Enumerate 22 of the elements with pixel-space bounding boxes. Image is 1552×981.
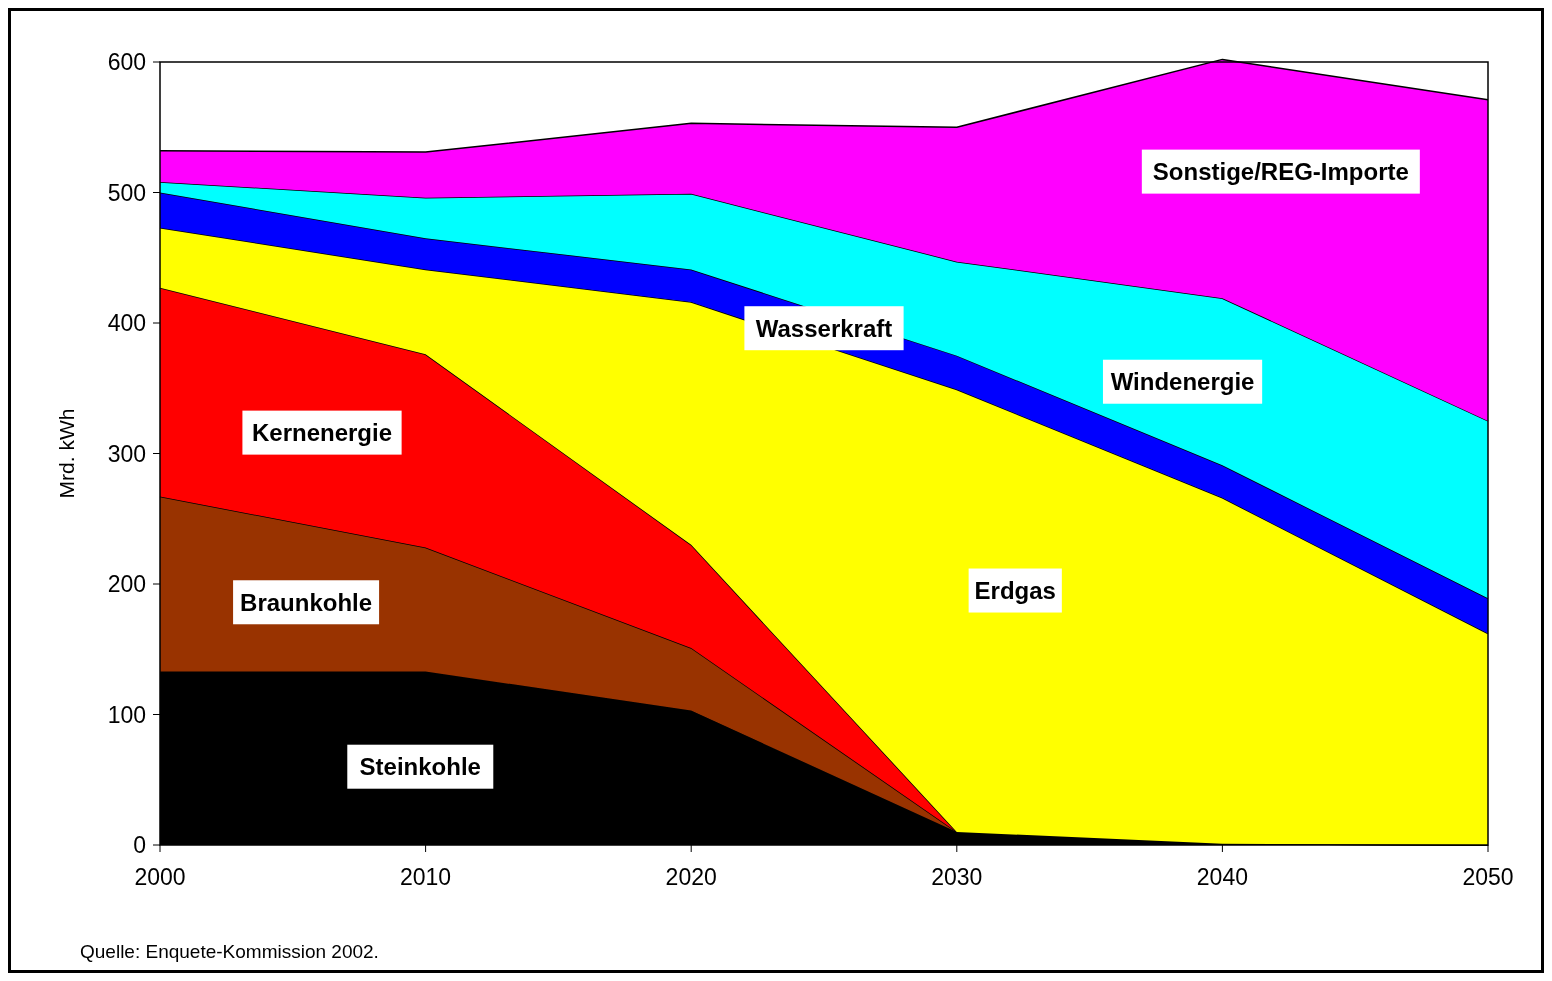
y-tick-label: 300 <box>107 440 146 467</box>
y-axis-title: Mrd. kWh <box>55 408 78 499</box>
series-label: Erdgas <box>974 577 1056 605</box>
y-tick-label: 200 <box>107 571 146 597</box>
x-tick-label: 2030 <box>931 864 983 890</box>
x-tick-label: 2010 <box>400 864 452 890</box>
series-label: Sonstige/REG-Importe <box>1152 158 1409 186</box>
series-label: Kernenergie <box>251 419 393 447</box>
series-label: Steinkohle <box>359 753 481 781</box>
source-note: Quelle: Enquete-Kommission 2002. <box>80 941 379 962</box>
y-tick-label: 400 <box>107 310 146 336</box>
x-tick-label: 2000 <box>134 864 186 890</box>
series-label: Wasserkraft <box>755 314 893 342</box>
series-label: Windenergie <box>1110 368 1255 396</box>
x-tick-label: 2020 <box>665 864 717 890</box>
y-tick-label: 600 <box>107 49 146 75</box>
y-tick-label: 500 <box>107 179 146 206</box>
y-tick-label: 100 <box>107 701 146 728</box>
x-tick-label: 2040 <box>1196 864 1248 890</box>
y-tick-label: 0 <box>133 832 146 858</box>
x-tick-label: 2050 <box>1462 864 1514 890</box>
series-label: Braunkohle <box>240 588 373 616</box>
